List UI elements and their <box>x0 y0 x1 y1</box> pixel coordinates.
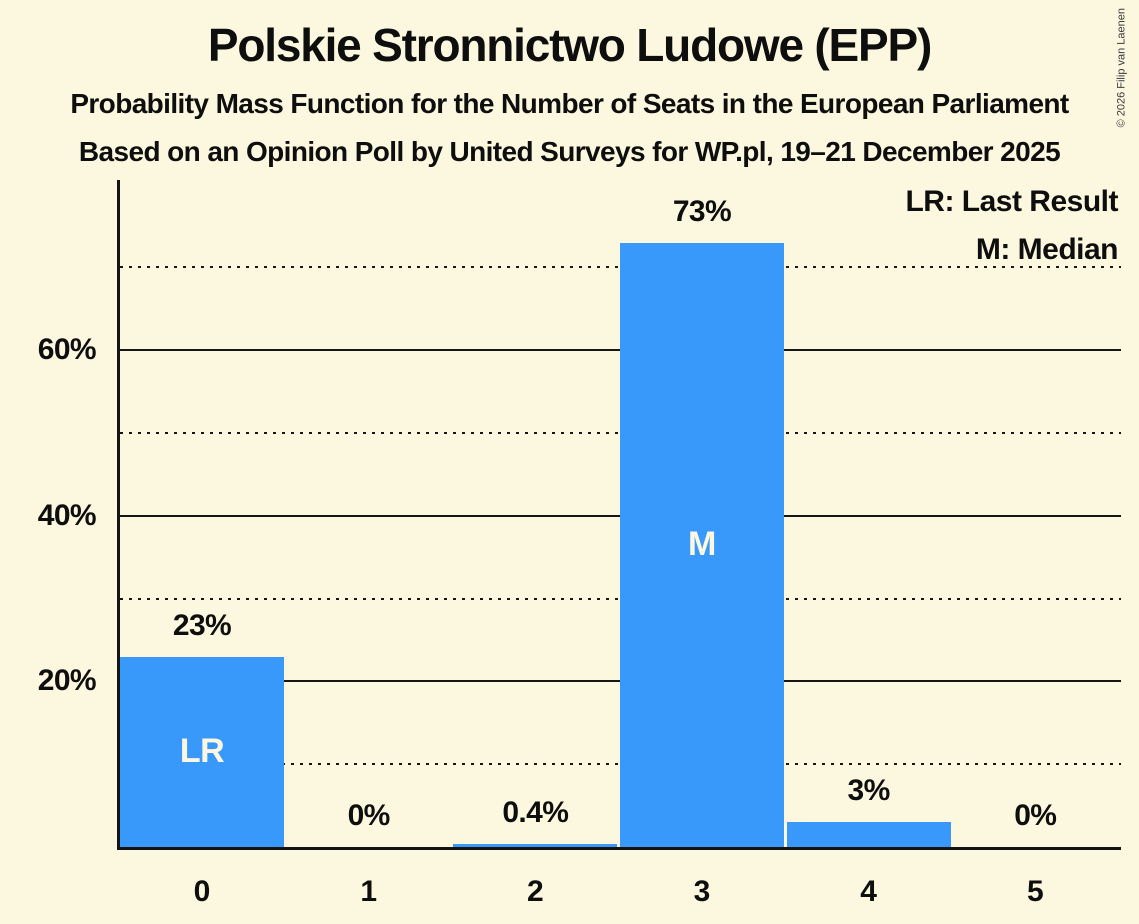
legend-last-result: LR: Last Result <box>905 185 1118 218</box>
y-tick-label: 20% <box>37 664 97 698</box>
subtitle-poll-source: Based on an Opinion Poll by United Surve… <box>78 136 1061 167</box>
legend: LR: Last Result M: Median <box>905 178 1118 274</box>
bar-value-label: 73% <box>672 194 732 228</box>
x-tick-label: 2 <box>526 875 544 908</box>
legend-median: M: Median <box>975 233 1119 266</box>
plot-area: 20% 40% 60% LR 23% 0 0% 1 0.4% 2 M 73% 3 3% 4 0% 5 <box>38 180 1121 908</box>
bar-value-label: 3% <box>847 774 891 808</box>
page-title: Polskie Stronnictwo Ludowe (EPP) <box>207 19 932 71</box>
x-tick-label: 4 <box>860 875 877 908</box>
bar-value-label: 0.4% <box>502 795 569 829</box>
subtitle-pmf: Probability Mass Function for the Number… <box>70 88 1069 119</box>
bar: M <box>619 242 784 847</box>
y-tick-label: 60% <box>37 333 97 367</box>
bar: LR <box>120 656 284 847</box>
bar-marker-label: M <box>688 525 716 564</box>
bar <box>786 822 951 847</box>
x-tick-label: 3 <box>693 875 711 908</box>
bar-value-label: 23% <box>172 608 232 642</box>
bar-value-label: 0% <box>347 799 391 832</box>
copyright-text: © 2026 Filip van Laenen <box>1115 8 1127 128</box>
bar-value-label: 0% <box>1014 799 1057 832</box>
bar-marker-label: LR <box>179 732 225 771</box>
x-tick-label: 0 <box>193 875 211 908</box>
bar <box>453 843 618 847</box>
x-tick-label: 1 <box>360 875 377 908</box>
y-tick-label: 40% <box>37 498 97 532</box>
x-tick-label: 5 <box>1026 875 1044 908</box>
